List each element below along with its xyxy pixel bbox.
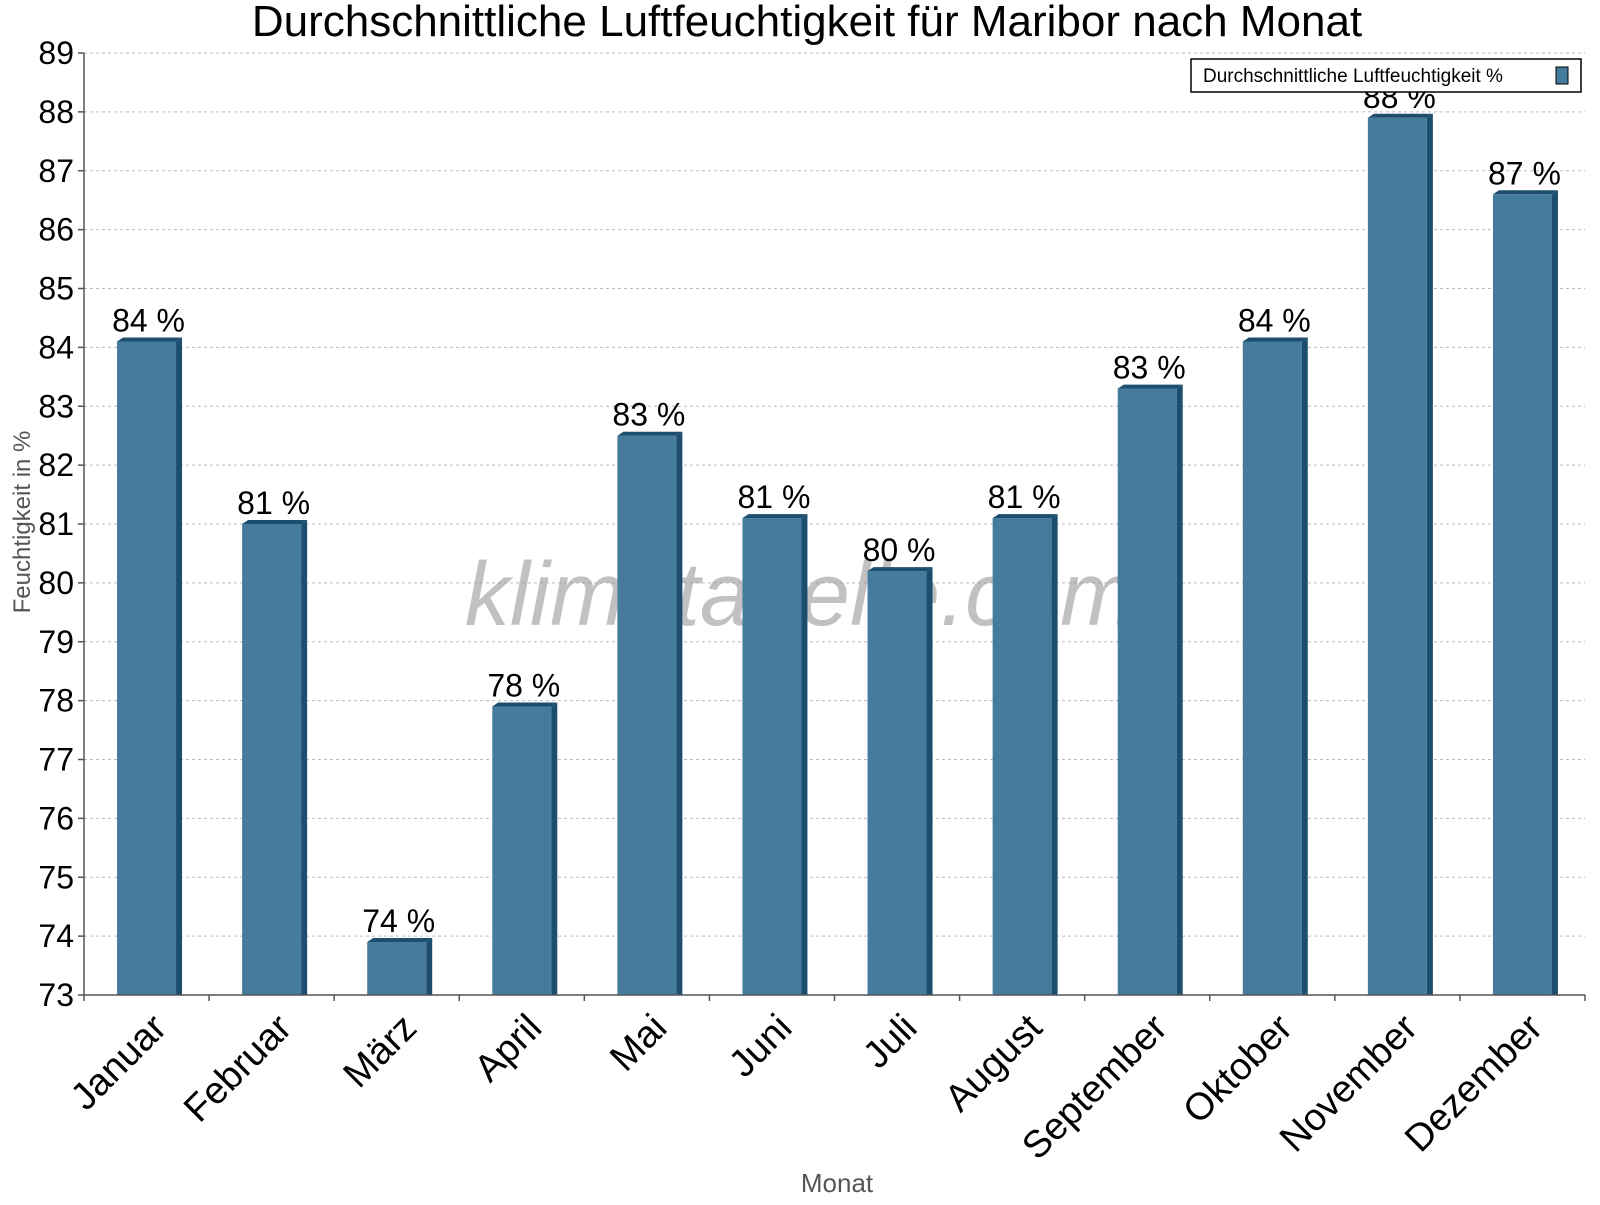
y-tick-label: 74 xyxy=(38,918,74,954)
legend-swatch-box xyxy=(1555,66,1569,85)
legend: Durchschnittliche Luftfeuchtigkeit % xyxy=(1190,58,1582,93)
bar-top xyxy=(617,431,683,436)
x-tick-label: Juni xyxy=(721,1007,800,1086)
y-tick-label: 76 xyxy=(38,800,74,836)
bar xyxy=(1492,194,1552,996)
data-label: 81 % xyxy=(737,479,810,515)
bar-side xyxy=(301,520,308,995)
legend-box xyxy=(1190,58,1582,93)
x-axis-title: Monat xyxy=(801,1168,874,1198)
data-label: 84 % xyxy=(112,302,185,338)
bar-side xyxy=(801,514,808,995)
bar-top xyxy=(1242,337,1308,342)
bar-top xyxy=(492,702,558,707)
data-label: 83 % xyxy=(1113,350,1186,386)
bar-top xyxy=(117,337,183,342)
bar-side xyxy=(551,702,558,995)
data-label: 84 % xyxy=(1238,302,1311,338)
bar-side xyxy=(1426,113,1433,995)
legend-label: Durchschnittliche Luftfeuchtigkeit % xyxy=(1203,66,1503,87)
data-label: 80 % xyxy=(863,532,936,568)
bar-top xyxy=(1367,113,1433,118)
bar-side xyxy=(1301,337,1308,995)
bar-side xyxy=(426,938,433,995)
y-axis-title: Feuchtigkeit in % xyxy=(9,431,36,614)
bar-top xyxy=(1117,384,1183,389)
bar-top xyxy=(367,938,433,943)
y-tick-label: 75 xyxy=(38,859,74,895)
y-tick-label: 73 xyxy=(38,977,74,1013)
x-tick-label: Januar xyxy=(63,1006,175,1118)
chart-title: Durchschnittliche Luftfeuchtigkeit für M… xyxy=(252,0,1362,46)
x-tick-label: Oktober xyxy=(1175,1006,1301,1132)
bar xyxy=(992,518,1052,995)
data-label: 78 % xyxy=(487,668,560,704)
data-label: 87 % xyxy=(1488,155,1561,191)
y-tick-label: 79 xyxy=(38,624,74,660)
x-tick-label: Dezember xyxy=(1397,1006,1551,1160)
bar-side xyxy=(1051,514,1058,995)
bar xyxy=(492,706,552,995)
bar xyxy=(1242,341,1302,995)
y-tick-label: 82 xyxy=(38,447,74,483)
legend-swatch xyxy=(1555,66,1569,85)
y-tick-label: 83 xyxy=(38,388,74,424)
data-label: 81 % xyxy=(988,479,1061,515)
x-tick-label: August xyxy=(937,1006,1051,1120)
data-label: 83 % xyxy=(612,397,685,433)
bar xyxy=(242,524,302,995)
y-tick-label: 86 xyxy=(38,212,74,248)
bar xyxy=(117,341,177,995)
bar-side xyxy=(176,337,183,995)
grid-lines xyxy=(84,52,1585,937)
bar xyxy=(1117,388,1177,995)
bar-top xyxy=(867,567,933,572)
bar-top xyxy=(242,520,308,524)
data-label: 81 % xyxy=(237,485,310,521)
bars xyxy=(117,113,1558,996)
y-tick-label: 81 xyxy=(38,506,74,542)
y-tick-label: 80 xyxy=(38,565,74,601)
y-tick-label: 85 xyxy=(38,271,74,307)
bar xyxy=(367,942,427,995)
y-tick-label: 87 xyxy=(38,153,74,189)
bar-side xyxy=(1551,190,1558,996)
y-tick-label: 84 xyxy=(38,329,74,365)
x-tick-label: Mai xyxy=(602,1007,675,1080)
bar-top xyxy=(992,514,1058,519)
x-tick-label: Februar xyxy=(176,1006,300,1130)
data-label: 74 % xyxy=(362,903,435,939)
bar-side xyxy=(926,567,933,995)
y-tick-label: 89 xyxy=(38,35,74,71)
x-tick-label: April xyxy=(467,1007,550,1090)
y-tick-label: 78 xyxy=(38,683,74,719)
x-tick-label: Juli xyxy=(855,1007,925,1077)
bar-top xyxy=(742,514,808,519)
bar xyxy=(1367,117,1427,995)
bar xyxy=(617,435,677,995)
bar xyxy=(867,571,927,995)
data-labels: 84 % 81 % 74 % 78 % 83 % 81 % 80 % 81 % 83 % 84 %… xyxy=(112,79,1561,939)
bar xyxy=(742,518,802,995)
bar-side xyxy=(1176,384,1183,995)
y-tick-label: 77 xyxy=(38,742,74,778)
bar-side xyxy=(676,431,683,995)
bar-top xyxy=(1492,190,1558,195)
y-tick-label: 88 xyxy=(38,94,74,130)
x-tick-label: März xyxy=(336,1007,425,1096)
